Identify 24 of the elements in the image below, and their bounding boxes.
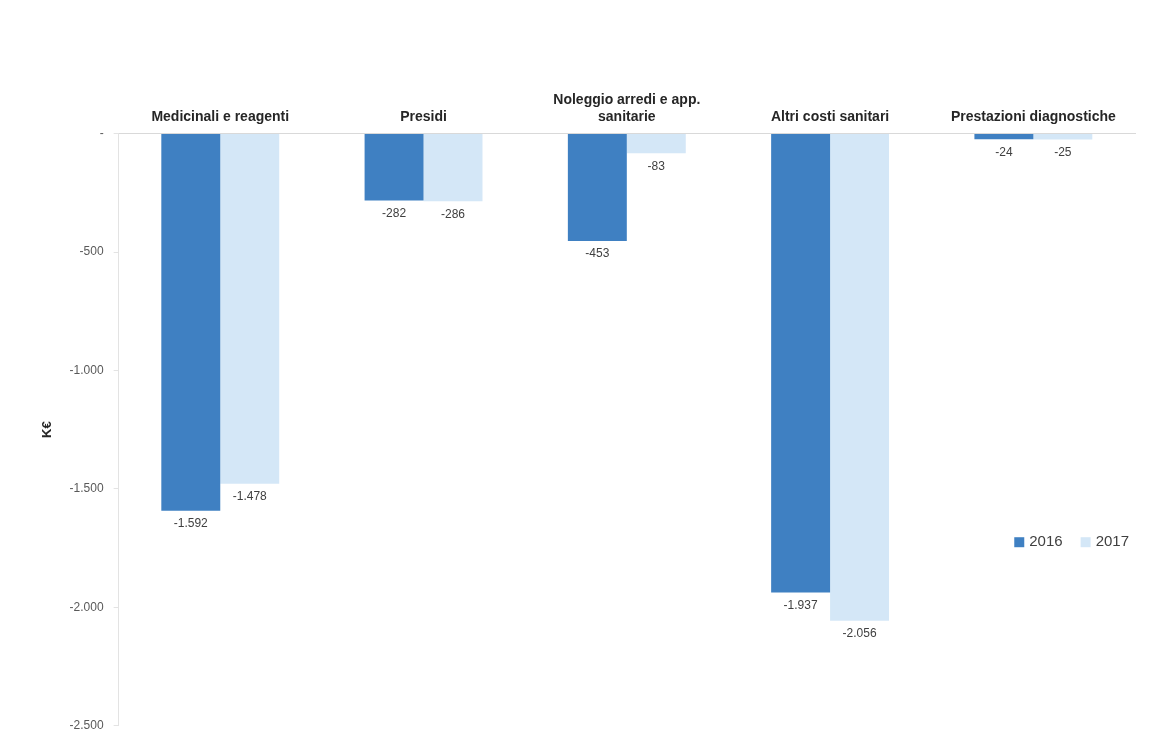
y-tick-label: - (99, 125, 104, 140)
data-label: -1.478 (232, 489, 268, 504)
y-tick-label: -1.500 (69, 481, 104, 496)
y-tick-label: -1.000 (69, 362, 104, 377)
x-tick-label: Altri costi sanitari (770, 108, 890, 125)
x-tick-label: Prestazioni diagnostiche (950, 108, 1117, 125)
x-tick-label: Noleggio arredi e app. sanitarie (553, 91, 701, 125)
data-label: -1.592 (173, 516, 209, 531)
data-label: -2.056 (842, 625, 877, 640)
legend-label: 2016 (1029, 532, 1063, 550)
data-label: -24 (995, 144, 1013, 159)
data-label: -83 (647, 158, 666, 173)
y-tick-label: -2.000 (69, 599, 104, 614)
data-label: -286 (441, 206, 466, 221)
y-tick-label: -2.500 (69, 718, 104, 733)
data-label: -453 (585, 246, 610, 261)
data-label: -25 (1054, 144, 1072, 159)
y-tick-label: -500 (79, 244, 104, 259)
legend-label: 2017 (1095, 532, 1130, 550)
data-label: -1.937 (783, 597, 818, 612)
x-tick-label: Medicinali e reagenti (151, 108, 290, 125)
y-axis-title: K€ (39, 421, 55, 439)
data-label: -282 (382, 205, 407, 220)
x-tick-label: Presidi (400, 108, 447, 125)
